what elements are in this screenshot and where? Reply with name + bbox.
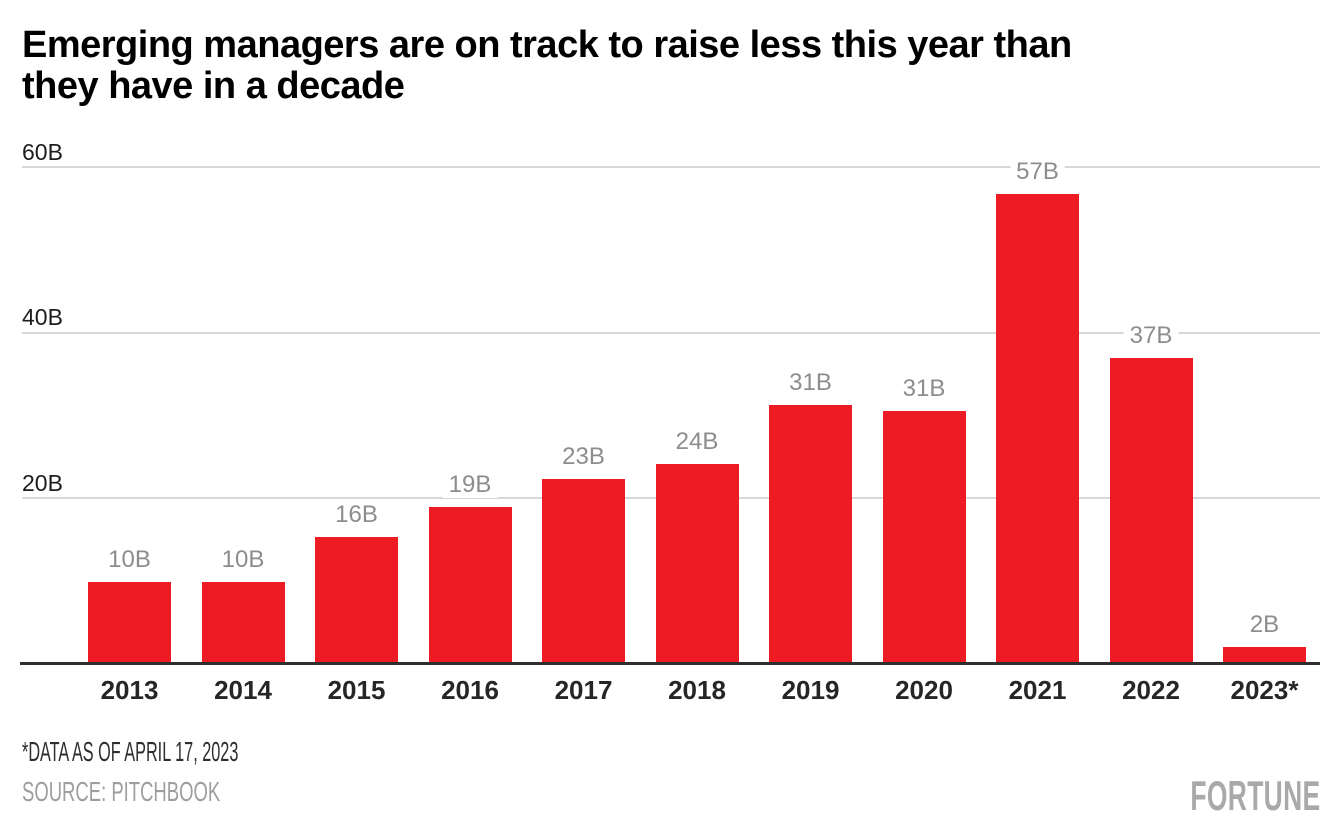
bar-2023	[1223, 647, 1306, 664]
bar-2016	[428, 507, 512, 664]
x-axis-label-2023: 2023*	[1230, 675, 1299, 705]
chart-title-line2: they have in a decade	[22, 65, 405, 107]
value-label-2015: 16B	[329, 502, 384, 528]
bar-2017	[542, 479, 625, 664]
value-label-2021: 57B	[1010, 159, 1065, 185]
bar-2015	[315, 537, 398, 664]
gridline-60B	[22, 166, 1320, 169]
value-label-2014: 10B	[215, 547, 271, 573]
gridline-40B	[22, 331, 1320, 334]
y-tick-label-20B: 20B	[22, 469, 63, 496]
x-axis-label-2016: 2016	[441, 675, 499, 705]
value-label-2013: 10B	[102, 547, 157, 573]
x-axis-line	[20, 662, 1320, 665]
bar-2021	[996, 194, 1079, 664]
x-axis-label-2021: 2021	[1008, 675, 1067, 705]
bar-2019	[769, 405, 852, 664]
value-label-2016: 19B	[442, 472, 498, 498]
x-axis-label-2022: 2022	[1122, 675, 1180, 705]
value-label-2022: 37B	[1123, 323, 1179, 349]
bar-2014	[201, 582, 285, 664]
y-tick-label-40B: 40B	[22, 304, 63, 331]
x-axis-label-2019: 2019	[781, 675, 840, 705]
value-label-2020: 31B	[896, 376, 952, 402]
chart-title: Emerging managers are on track to raise …	[22, 25, 1072, 107]
footnote: *DATA AS OF APRIL 17, 2023	[22, 736, 239, 767]
x-axis-label-2018: 2018	[668, 675, 726, 705]
value-label-2019: 31B	[783, 370, 838, 396]
y-tick-label-60B: 60B	[22, 138, 63, 165]
fortune-logo: FORTUNE	[1189, 772, 1320, 819]
value-label-2017: 23B	[556, 444, 611, 470]
chart-title-line1: Emerging managers are on track to raise …	[22, 24, 1072, 66]
value-label-2018: 24B	[669, 429, 725, 455]
value-label-2023: 2B	[1243, 612, 1286, 638]
x-axis-label-2017: 2017	[554, 675, 613, 705]
x-axis-label-2014: 2014	[214, 675, 272, 705]
bar-2020	[882, 411, 966, 664]
source-credit: SOURCE: PITCHBOOK	[22, 776, 221, 807]
bar-2018	[655, 464, 739, 664]
bar-2013	[88, 582, 171, 664]
x-axis-label-2020: 2020	[895, 675, 953, 705]
bar-2022	[1109, 358, 1193, 664]
x-axis-label-2013: 2013	[100, 675, 159, 705]
x-axis-label-2015: 2015	[327, 675, 386, 705]
